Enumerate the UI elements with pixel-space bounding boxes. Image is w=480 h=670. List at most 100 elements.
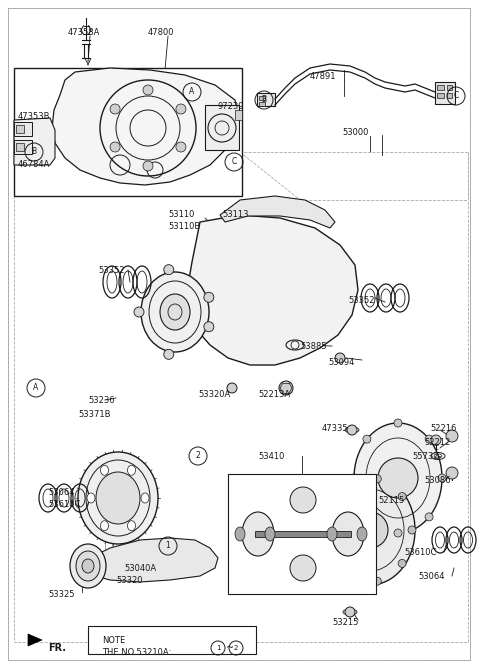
Ellipse shape <box>290 487 316 513</box>
Text: C: C <box>454 92 458 100</box>
Text: 2: 2 <box>196 452 200 460</box>
Circle shape <box>204 292 214 302</box>
Text: 53410: 53410 <box>258 452 284 461</box>
Polygon shape <box>28 634 42 646</box>
Ellipse shape <box>160 294 190 330</box>
Text: 53086: 53086 <box>424 476 451 485</box>
Text: 97239: 97239 <box>218 102 244 111</box>
Text: 53610C: 53610C <box>404 548 436 557</box>
Bar <box>437 85 444 90</box>
Text: A: A <box>34 383 38 393</box>
Bar <box>447 93 452 98</box>
Bar <box>257 93 275 106</box>
Bar <box>88 626 256 654</box>
Text: 2: 2 <box>234 645 238 651</box>
Bar <box>435 82 455 104</box>
Text: 53064: 53064 <box>48 488 74 497</box>
Circle shape <box>176 142 186 152</box>
Circle shape <box>345 481 353 489</box>
Circle shape <box>350 474 358 482</box>
Circle shape <box>345 607 355 617</box>
Text: 53325: 53325 <box>48 590 74 599</box>
Polygon shape <box>52 68 238 185</box>
Ellipse shape <box>100 521 108 531</box>
Text: 53610C: 53610C <box>48 500 80 509</box>
Polygon shape <box>14 118 55 165</box>
Circle shape <box>398 559 406 567</box>
Circle shape <box>438 474 446 482</box>
Text: 53352: 53352 <box>348 296 374 305</box>
Text: 52212: 52212 <box>424 438 450 447</box>
Circle shape <box>352 512 388 548</box>
Text: 53094: 53094 <box>328 358 354 367</box>
Circle shape <box>394 529 402 537</box>
Ellipse shape <box>357 527 367 541</box>
Bar <box>205 105 239 150</box>
Text: 53113: 53113 <box>222 210 249 219</box>
Circle shape <box>431 435 441 445</box>
Bar <box>14 152 468 642</box>
Ellipse shape <box>265 527 275 541</box>
Ellipse shape <box>100 465 108 475</box>
Circle shape <box>425 435 433 443</box>
Text: 53885: 53885 <box>300 342 326 351</box>
Circle shape <box>335 353 345 363</box>
Circle shape <box>204 322 214 332</box>
Bar <box>228 474 376 594</box>
Bar <box>16 143 24 151</box>
Ellipse shape <box>82 559 94 573</box>
Circle shape <box>347 425 357 435</box>
Circle shape <box>373 578 381 585</box>
Circle shape <box>143 161 153 171</box>
Ellipse shape <box>128 465 135 475</box>
Polygon shape <box>188 215 358 365</box>
Ellipse shape <box>354 423 442 533</box>
Circle shape <box>408 526 416 534</box>
Text: 55732: 55732 <box>412 452 439 461</box>
Text: 53110: 53110 <box>168 210 194 219</box>
Circle shape <box>398 492 406 500</box>
Text: B: B <box>262 96 266 105</box>
Circle shape <box>227 383 237 393</box>
Circle shape <box>134 307 144 317</box>
Text: 53371B: 53371B <box>78 410 110 419</box>
Bar <box>447 85 452 90</box>
Bar <box>437 93 444 98</box>
Ellipse shape <box>332 512 364 556</box>
Text: 46784A: 46784A <box>18 160 50 169</box>
Circle shape <box>326 544 335 552</box>
Circle shape <box>279 381 293 395</box>
Circle shape <box>164 349 174 359</box>
Text: 53064: 53064 <box>418 572 444 581</box>
Text: 53000: 53000 <box>342 128 368 137</box>
Bar <box>14 122 32 136</box>
Text: 47800: 47800 <box>148 28 175 37</box>
Ellipse shape <box>78 452 158 544</box>
Circle shape <box>425 513 433 521</box>
Bar <box>16 125 24 133</box>
Circle shape <box>363 513 371 521</box>
Text: C: C <box>231 157 237 167</box>
Ellipse shape <box>242 512 274 556</box>
Circle shape <box>394 419 402 427</box>
Circle shape <box>446 430 458 442</box>
Polygon shape <box>220 196 335 228</box>
Bar <box>259 96 265 100</box>
Circle shape <box>446 467 458 479</box>
Circle shape <box>378 458 418 498</box>
Text: 53320: 53320 <box>116 576 143 585</box>
Ellipse shape <box>141 272 209 352</box>
Text: 47353B: 47353B <box>18 112 50 121</box>
Circle shape <box>373 475 381 483</box>
Text: 52213A: 52213A <box>258 390 290 399</box>
Circle shape <box>110 142 120 152</box>
Text: 52115: 52115 <box>378 496 404 505</box>
Text: 53110B: 53110B <box>168 222 200 231</box>
Ellipse shape <box>96 472 140 524</box>
Bar <box>14 140 32 154</box>
Circle shape <box>326 509 335 516</box>
Ellipse shape <box>70 544 106 588</box>
Text: B: B <box>31 147 36 157</box>
Text: 53040A: 53040A <box>124 564 156 573</box>
Circle shape <box>110 104 120 114</box>
